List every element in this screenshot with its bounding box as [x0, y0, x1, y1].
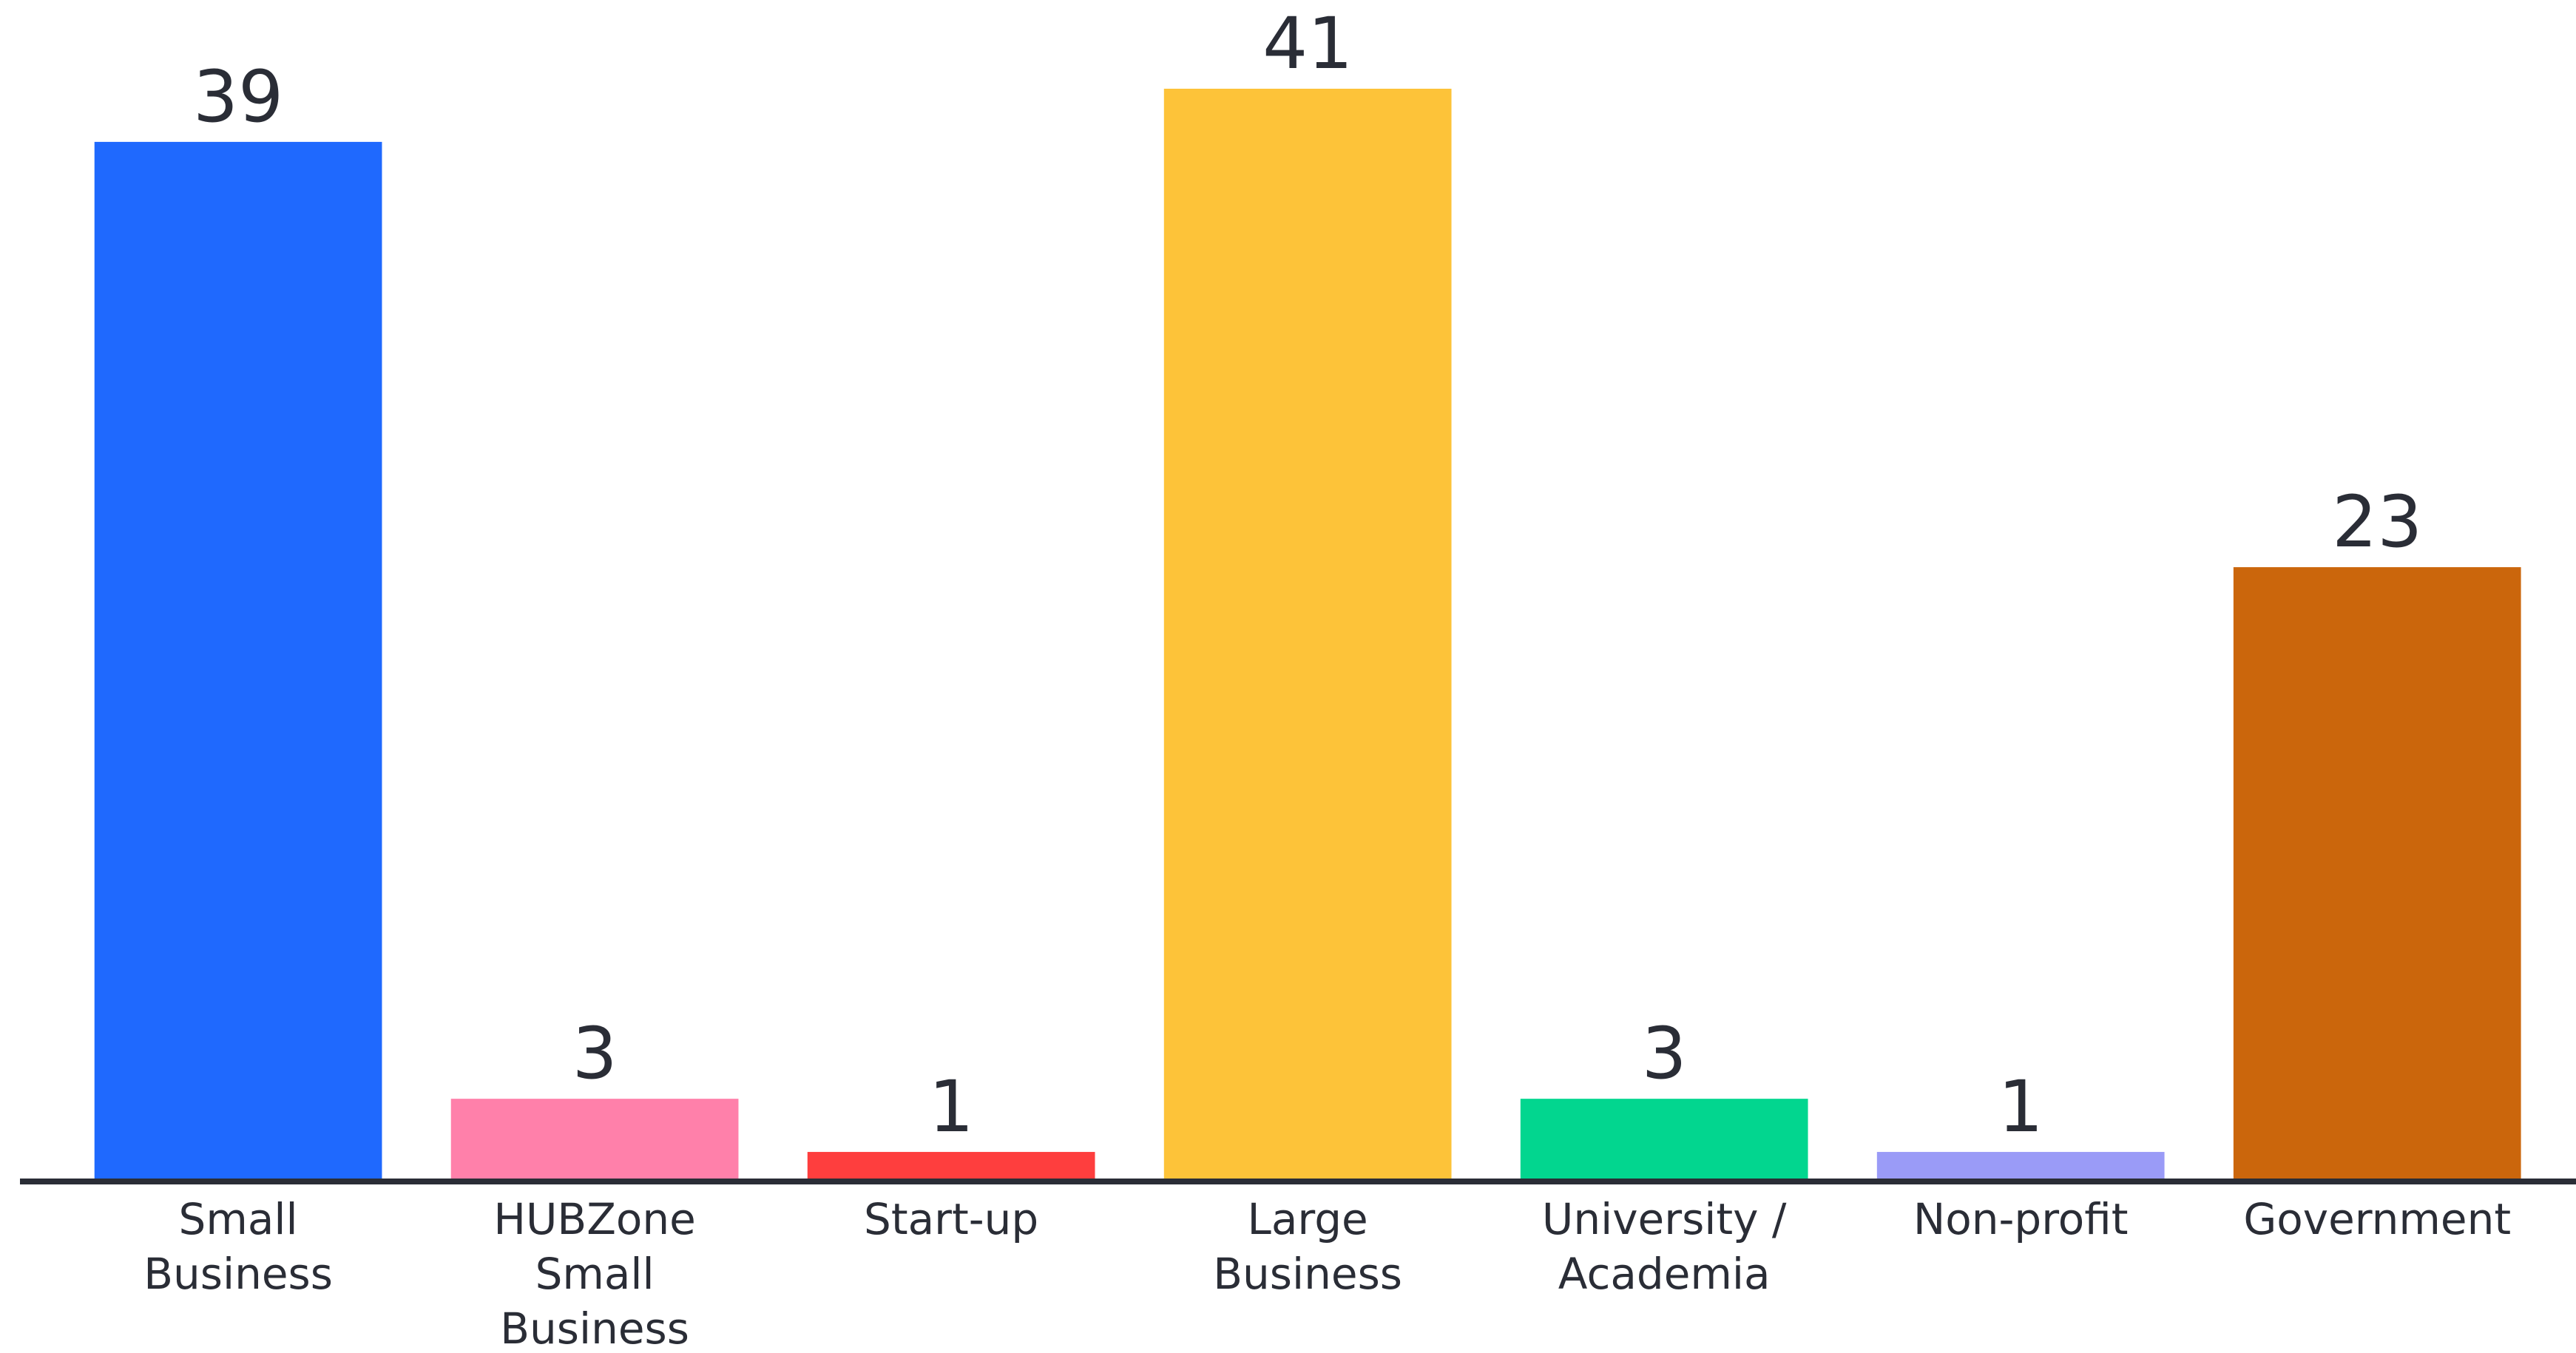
x-tick-label: Start-up	[864, 1194, 1039, 1244]
x-tick-label: University / Academia	[1541, 1194, 1787, 1299]
bar	[94, 141, 382, 1179]
value-label: 39	[193, 55, 283, 138]
bar	[2233, 567, 2521, 1179]
x-tick-label: HUBZone Small Business	[493, 1194, 696, 1353]
x-tick-label: Large Business	[1213, 1194, 1403, 1299]
value-label: 41	[1262, 2, 1353, 85]
value-label: 3	[1642, 1012, 1687, 1095]
value-label: 1	[1998, 1065, 2043, 1148]
bar	[1876, 1152, 2165, 1179]
x-tick-label: Government	[2243, 1194, 2512, 1244]
x-tick-label: Small Business	[143, 1194, 333, 1299]
value-label: 1	[929, 1065, 974, 1148]
x-tick-label: Non-profit	[1913, 1194, 2129, 1244]
bar	[450, 1099, 739, 1179]
value-label: 23	[2332, 481, 2422, 563]
bar	[807, 1152, 1095, 1179]
bar	[1163, 89, 1452, 1179]
value-label: 3	[572, 1012, 618, 1095]
bar	[1520, 1099, 1808, 1179]
